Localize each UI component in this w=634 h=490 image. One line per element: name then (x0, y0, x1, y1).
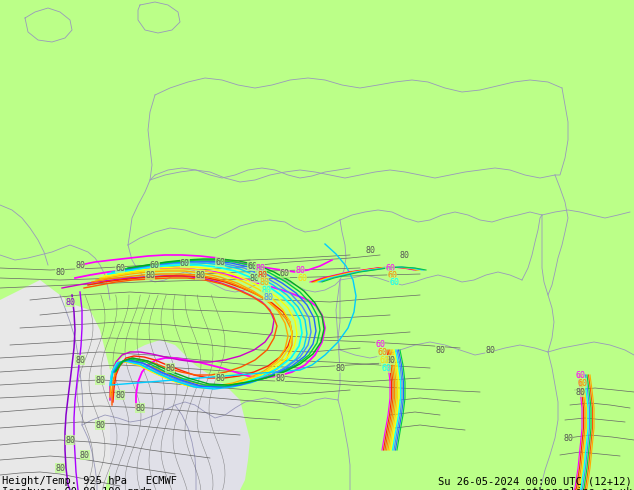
Text: 80: 80 (295, 266, 305, 274)
Text: 80: 80 (215, 373, 225, 383)
Text: 80: 80 (400, 250, 410, 260)
Text: 80: 80 (261, 286, 271, 294)
Text: 80: 80 (263, 293, 273, 301)
Text: 80: 80 (195, 270, 205, 279)
Text: 80: 80 (575, 388, 585, 396)
Text: 80: 80 (435, 345, 445, 354)
Text: 60: 60 (385, 264, 395, 272)
Text: 80: 80 (485, 345, 495, 354)
Text: 60: 60 (297, 273, 307, 283)
Text: 80: 80 (75, 261, 85, 270)
Text: 80: 80 (65, 297, 75, 307)
Text: 80: 80 (80, 450, 90, 460)
Text: 60: 60 (180, 259, 190, 268)
Text: 80: 80 (165, 364, 175, 372)
Text: 80: 80 (385, 356, 395, 365)
Text: 60: 60 (377, 347, 387, 357)
Text: 80: 80 (255, 264, 265, 272)
Text: 60: 60 (150, 261, 160, 270)
Text: 80: 80 (65, 436, 75, 444)
Text: 60: 60 (575, 370, 585, 379)
Text: 60: 60 (577, 378, 587, 388)
Text: 80: 80 (335, 364, 345, 372)
Text: 80: 80 (75, 356, 85, 365)
Text: 80: 80 (115, 391, 125, 399)
Text: 80: 80 (257, 270, 267, 279)
Text: 80: 80 (259, 277, 269, 287)
Text: Su 26-05-2024 00:00 UTC (12+12): Su 26-05-2024 00:00 UTC (12+12) (438, 476, 632, 486)
Text: Height/Temp. 925 hPa   ECMWF: Height/Temp. 925 hPa ECMWF (2, 476, 177, 486)
Text: 80: 80 (55, 268, 65, 276)
Text: 60: 60 (381, 364, 391, 372)
Polygon shape (110, 340, 250, 490)
Text: 80: 80 (95, 375, 105, 385)
Text: © weatheronline.co.uk: © weatheronline.co.uk (501, 487, 632, 490)
Text: 60: 60 (389, 277, 399, 287)
Text: 60: 60 (215, 258, 225, 267)
Text: Isophyse: 60 80 100 gpdm: Isophyse: 60 80 100 gpdm (2, 487, 152, 490)
Text: 60: 60 (379, 356, 389, 365)
Text: 60: 60 (115, 264, 125, 272)
Text: 60: 60 (375, 340, 385, 348)
Text: 60: 60 (280, 269, 290, 277)
Text: 80: 80 (55, 464, 65, 472)
Text: 80: 80 (365, 245, 375, 254)
Text: 80: 80 (135, 403, 145, 413)
Text: 60: 60 (247, 262, 257, 270)
Text: 80: 80 (275, 373, 285, 383)
Text: 80: 80 (563, 434, 573, 442)
Polygon shape (0, 280, 120, 490)
Text: 80: 80 (250, 273, 260, 283)
Text: 60: 60 (387, 270, 397, 279)
Text: 80: 80 (145, 270, 155, 279)
Text: 80: 80 (95, 420, 105, 430)
